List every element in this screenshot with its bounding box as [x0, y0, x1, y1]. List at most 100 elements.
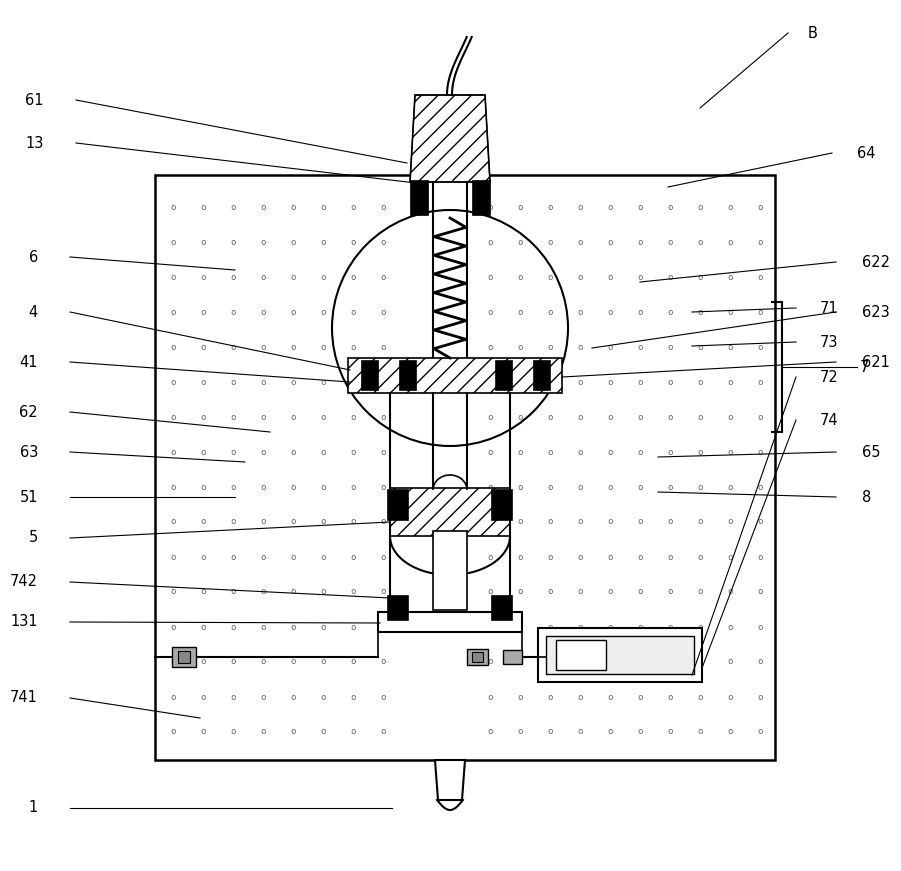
Text: o: o — [350, 623, 356, 631]
Text: o: o — [231, 588, 236, 597]
Bar — [492, 490, 512, 520]
Text: o: o — [350, 658, 356, 666]
Text: o: o — [517, 307, 523, 316]
Text: o: o — [697, 517, 703, 526]
Text: 623: 623 — [862, 305, 890, 320]
Text: o: o — [290, 238, 296, 246]
Text: o: o — [380, 202, 386, 212]
Text: o: o — [321, 448, 325, 456]
Text: o: o — [487, 658, 493, 666]
Text: o: o — [487, 623, 493, 631]
Text: o: o — [487, 692, 493, 701]
Text: o: o — [758, 342, 762, 352]
Bar — [390, 488, 510, 536]
Text: o: o — [637, 307, 642, 316]
Text: o: o — [668, 623, 673, 631]
Text: o: o — [321, 727, 325, 737]
Text: o: o — [668, 413, 673, 422]
Text: o: o — [487, 413, 493, 422]
Text: o: o — [321, 623, 325, 631]
Text: o: o — [231, 342, 236, 352]
Text: o: o — [170, 342, 176, 352]
Text: o: o — [697, 413, 703, 422]
Text: o: o — [517, 588, 523, 597]
Text: o: o — [637, 588, 642, 597]
Text: 8: 8 — [862, 490, 871, 504]
Text: o: o — [321, 658, 325, 666]
Text: o: o — [231, 307, 236, 316]
Text: o: o — [487, 273, 493, 281]
Text: o: o — [607, 307, 613, 316]
Text: o: o — [547, 658, 552, 666]
Text: o: o — [727, 377, 733, 387]
Text: o: o — [231, 377, 236, 387]
Text: o: o — [170, 307, 176, 316]
Text: o: o — [290, 377, 296, 387]
Bar — [496, 361, 512, 390]
Text: 13: 13 — [25, 136, 44, 151]
Text: o: o — [487, 448, 493, 456]
Text: o: o — [170, 658, 176, 666]
Text: o: o — [350, 342, 356, 352]
Text: o: o — [290, 342, 296, 352]
Text: o: o — [637, 202, 642, 212]
Text: o: o — [517, 727, 523, 737]
Text: o: o — [517, 483, 523, 491]
Bar — [472, 180, 490, 215]
Bar — [492, 596, 512, 620]
Text: o: o — [578, 377, 583, 387]
Text: o: o — [637, 727, 642, 737]
Text: o: o — [547, 202, 552, 212]
Text: o: o — [758, 692, 762, 701]
Text: o: o — [517, 658, 523, 666]
Text: o: o — [727, 727, 733, 737]
Text: o: o — [321, 517, 325, 526]
Text: o: o — [607, 552, 613, 562]
Text: o: o — [637, 692, 642, 701]
Text: 63: 63 — [20, 444, 38, 460]
Text: o: o — [260, 727, 266, 737]
Text: o: o — [578, 238, 583, 246]
Text: o: o — [290, 623, 296, 631]
Polygon shape — [435, 760, 465, 800]
Bar — [155, 175, 775, 760]
Text: o: o — [260, 517, 266, 526]
Text: o: o — [231, 483, 236, 491]
Bar — [388, 596, 408, 620]
Text: o: o — [697, 448, 703, 456]
Text: o: o — [727, 307, 733, 316]
Text: o: o — [170, 588, 176, 597]
Text: o: o — [668, 273, 673, 281]
Text: o: o — [547, 552, 552, 562]
Text: 5: 5 — [29, 530, 38, 545]
Text: o: o — [200, 552, 205, 562]
Text: o: o — [170, 692, 176, 701]
Bar — [503, 650, 522, 664]
Text: o: o — [637, 623, 642, 631]
Text: o: o — [290, 658, 296, 666]
Bar — [534, 361, 550, 390]
Text: o: o — [578, 483, 583, 491]
Text: o: o — [547, 413, 552, 422]
Text: o: o — [697, 692, 703, 701]
Text: o: o — [758, 307, 762, 316]
Text: o: o — [637, 517, 642, 526]
Text: o: o — [321, 273, 325, 281]
Text: o: o — [350, 692, 356, 701]
Text: o: o — [290, 552, 296, 562]
Text: o: o — [350, 413, 356, 422]
Text: 7: 7 — [860, 360, 869, 375]
Text: o: o — [350, 202, 356, 212]
Text: o: o — [607, 483, 613, 491]
Text: o: o — [170, 483, 176, 491]
Text: o: o — [727, 517, 733, 526]
Text: o: o — [290, 413, 296, 422]
Text: o: o — [487, 342, 493, 352]
Bar — [178, 651, 190, 663]
Text: o: o — [547, 483, 552, 491]
Text: o: o — [758, 658, 762, 666]
Text: o: o — [547, 517, 552, 526]
Text: o: o — [200, 727, 205, 737]
Text: o: o — [231, 273, 236, 281]
Text: o: o — [517, 623, 523, 631]
